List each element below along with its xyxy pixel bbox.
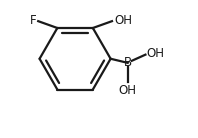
Text: OH: OH bbox=[147, 47, 165, 60]
Text: OH: OH bbox=[114, 14, 132, 27]
Text: OH: OH bbox=[119, 84, 137, 97]
Text: B: B bbox=[124, 56, 132, 69]
Text: F: F bbox=[30, 14, 36, 27]
